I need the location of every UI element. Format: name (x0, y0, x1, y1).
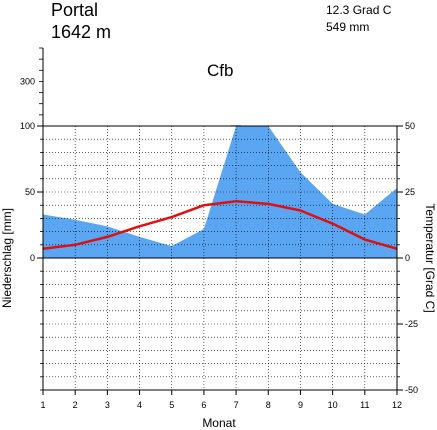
left-axis-title: Niederschlag [mm] (0, 208, 14, 308)
x-tick-label: 7 (234, 400, 239, 410)
x-tick-label: 6 (201, 400, 206, 410)
precipitation-area-layer (43, 125, 397, 258)
annual-temperature: 12.3 Grad C (326, 3, 392, 17)
station-elevation: 1642 m (51, 22, 111, 42)
right-tick-label: -25 (405, 319, 418, 329)
x-tick-label: 3 (105, 400, 110, 410)
x-tick-label: 10 (328, 400, 338, 410)
temperature-line-layer (42, 199, 398, 251)
right-tick-label: 0 (405, 253, 410, 263)
x-tick-label: 12 (392, 400, 402, 410)
left-tick-label: 300 (20, 76, 35, 86)
x-tick-label: 8 (266, 400, 271, 410)
station-name: Portal (51, 0, 98, 20)
annual-precipitation: 549 mm (326, 20, 369, 34)
x-tick-label: 11 (360, 400, 369, 410)
left-tick-label: 100 (20, 121, 35, 131)
left-tick-label: 50 (25, 187, 35, 197)
climate-class: Cfb (207, 61, 233, 80)
right-tick-label: 25 (405, 187, 415, 197)
x-tick-label: 4 (137, 400, 142, 410)
right-tick-label: -50 (405, 385, 418, 395)
x-tick-label: 1 (40, 400, 45, 410)
temperature-line (42, 199, 398, 251)
x-tick-label: 5 (169, 400, 174, 410)
x-tick-label: 9 (298, 400, 303, 410)
x-tick-label: 2 (73, 400, 78, 410)
right-tick-label: 50 (405, 121, 415, 131)
right-axis-title: Temperatur [Grad C] (423, 203, 437, 312)
x-axis-title: Monat (202, 416, 236, 430)
left-tick-label: 0 (30, 253, 35, 263)
grid-layer (43, 125, 397, 390)
